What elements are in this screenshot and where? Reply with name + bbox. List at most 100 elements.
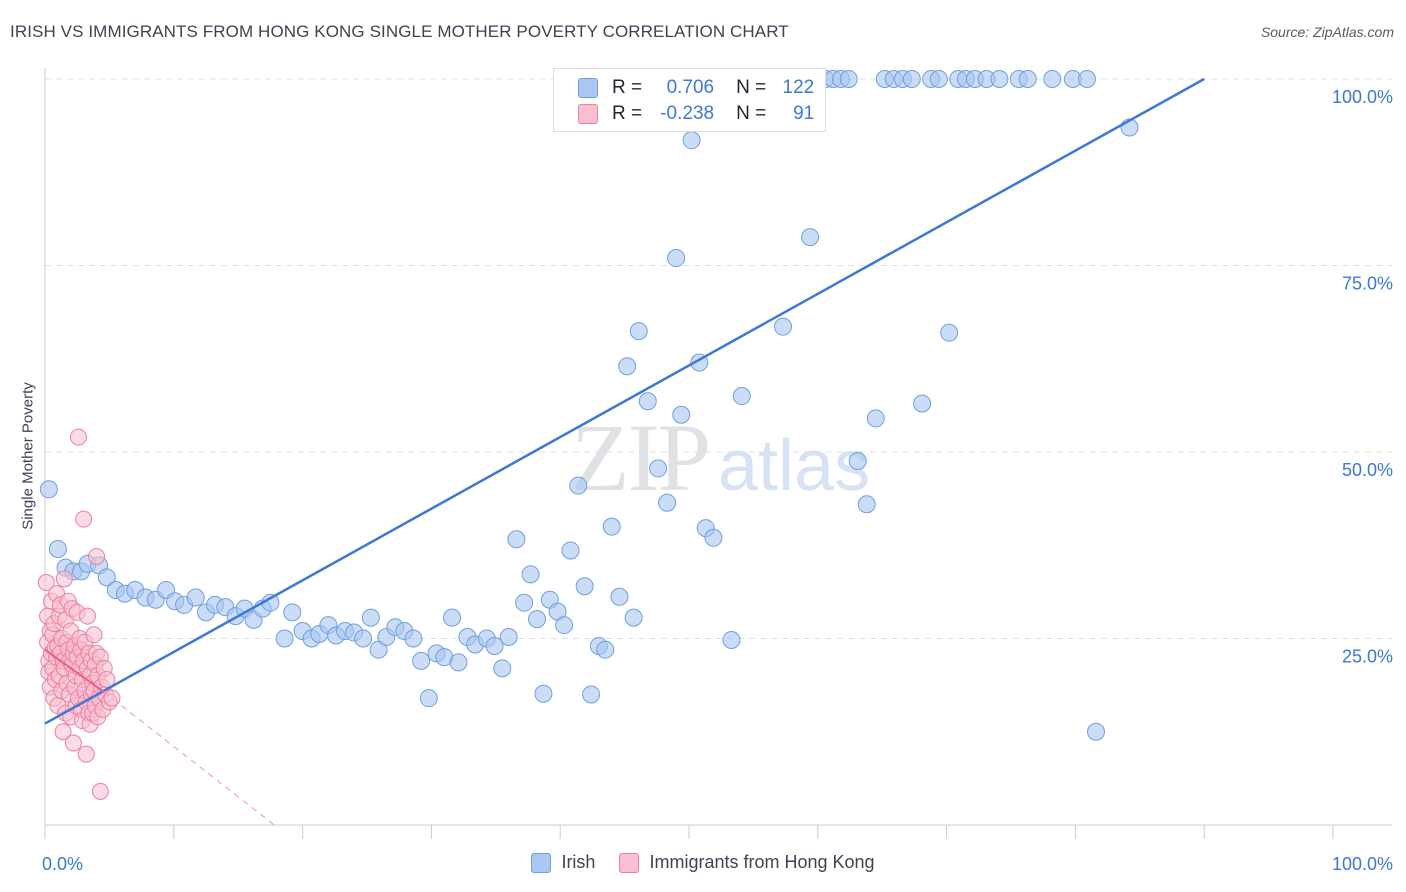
legend-n-value-irish: 122: [782, 77, 815, 98]
irish-point: [443, 608, 462, 627]
irish-point: [534, 684, 553, 703]
irish-point: [649, 459, 668, 478]
irish-point: [848, 451, 867, 470]
irish-point: [672, 405, 691, 424]
irish-point: [602, 517, 621, 536]
hong-kong-point: [91, 782, 109, 800]
watermark-atlas: atlas: [718, 426, 870, 506]
hong-kong-point: [37, 574, 55, 592]
irish-point: [528, 610, 547, 629]
irish-point: [1077, 70, 1096, 88]
hong-kong-point: [75, 510, 93, 528]
irish-point: [801, 228, 820, 247]
irish-point: [774, 317, 793, 336]
hong-kong-point: [64, 734, 82, 752]
legend-swatch-irish: [578, 78, 598, 98]
hong-kong-point: [98, 671, 116, 689]
hong-kong-trend-extension: [103, 691, 275, 826]
irish-point: [361, 608, 380, 627]
irish-point: [629, 322, 648, 341]
irish-point: [618, 357, 637, 376]
irish-point: [419, 689, 438, 708]
legend-row-hong-kong: R = -0.238 N = 91: [578, 101, 814, 127]
hong-kong-point: [103, 689, 121, 707]
irish-point: [990, 70, 1009, 88]
irish-point: [412, 651, 431, 670]
irish-point: [704, 528, 723, 547]
irish-point: [507, 530, 526, 549]
hong-kong-point: [55, 570, 73, 588]
chart-title: IRISH VS IMMIGRANTS FROM HONG KONG SINGL…: [10, 22, 789, 41]
legend-r-label: R =: [612, 77, 643, 98]
irish-point: [940, 323, 959, 342]
source-credit: Source: ZipAtlas.com: [1260, 24, 1394, 40]
legend-n-label: N =: [736, 103, 767, 124]
irish-trend-line: [44, 77, 1205, 725]
legend-swatch-hong-kong: [578, 104, 598, 124]
irish-point: [97, 568, 116, 587]
series-label-irish: Irish: [561, 852, 596, 872]
y-tick-label: 25.0%: [1342, 647, 1393, 667]
irish-point: [283, 603, 302, 622]
irish-point: [275, 629, 294, 648]
hong-kong-point: [79, 607, 97, 625]
irish-point: [1087, 722, 1106, 741]
legend-r-label: R =: [612, 103, 643, 124]
legend-row-irish: R = 0.706 N = 122: [578, 75, 814, 101]
irish-point: [515, 593, 534, 612]
irish-point: [866, 409, 885, 428]
irish-point: [186, 588, 205, 607]
irish-point: [857, 495, 876, 514]
irish-point: [624, 608, 643, 627]
series-legend-hong-kong: Immigrants from Hong Kong: [619, 852, 875, 873]
irish-point: [610, 587, 629, 606]
series-swatch-hong-kong: [619, 852, 640, 873]
series-swatch-irish: [531, 852, 552, 873]
irish-point: [1043, 70, 1062, 88]
hong-kong-trend-line: [44, 648, 105, 694]
x-tick-label: 0.0%: [42, 854, 83, 874]
hong-kong-point: [77, 745, 95, 763]
irish-point: [929, 70, 948, 88]
watermark-zip: ZIP: [571, 404, 709, 511]
legend-n-label: N =: [736, 77, 767, 98]
irish-point: [569, 476, 588, 495]
y-tick-label: 100.0%: [1332, 87, 1393, 107]
irish-point: [582, 685, 601, 704]
irish-point: [732, 387, 751, 406]
irish-point: [638, 392, 657, 411]
y-tick-label: 50.0%: [1342, 460, 1393, 480]
irish-point: [485, 636, 504, 655]
x-tick-label: 100.0%: [1332, 854, 1393, 874]
irish-point: [667, 249, 686, 268]
irish-point: [493, 659, 512, 678]
irish-point: [575, 577, 594, 596]
irish-point: [521, 565, 540, 584]
irish-point: [499, 628, 518, 647]
hong-kong-point: [85, 626, 103, 644]
legend-r-value-irish: 0.706: [666, 77, 715, 98]
irish-point: [722, 630, 741, 649]
correlation-legend: R = 0.706 N = 122 R = -0.238 N = 91: [553, 68, 826, 132]
legend-n-value-hong-kong: 91: [793, 103, 815, 124]
irish-point: [596, 640, 615, 659]
hong-kong-point: [69, 428, 87, 446]
irish-point: [404, 629, 423, 648]
hong-kong-point: [54, 723, 72, 741]
irish-point: [555, 616, 574, 635]
y-tick-label: 75.0%: [1342, 274, 1393, 294]
series-legend: Irish Immigrants from Hong Kong: [0, 852, 1406, 873]
hong-kong-point: [88, 547, 106, 565]
irish-point: [1018, 70, 1037, 88]
irish-point: [682, 131, 701, 150]
irish-point: [449, 653, 468, 672]
series-label-hong-kong: Immigrants from Hong Kong: [649, 852, 875, 872]
irish-point: [902, 70, 921, 88]
irish-point: [913, 394, 932, 413]
irish-point: [48, 539, 67, 558]
irish-point: [39, 480, 58, 499]
series-legend-irish: Irish: [531, 852, 595, 873]
irish-point: [658, 493, 677, 512]
legend-r-value-hong-kong: -0.238: [660, 103, 715, 124]
